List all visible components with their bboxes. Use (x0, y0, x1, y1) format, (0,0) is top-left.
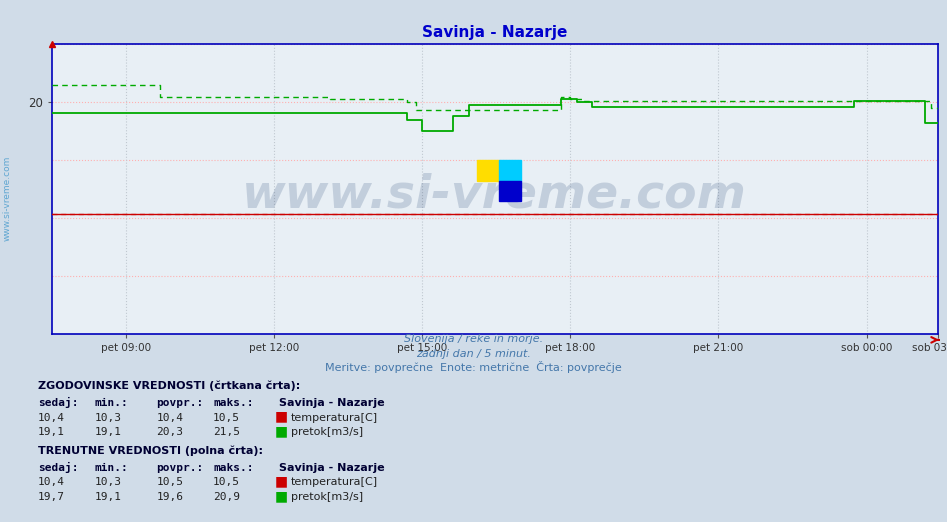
Text: povpr.:: povpr.: (156, 463, 204, 473)
Bar (499, 160, 522, 181)
Text: ■: ■ (275, 424, 288, 438)
Title: Savinja - Nazarje: Savinja - Nazarje (422, 26, 567, 40)
Bar (499, 181, 522, 201)
Text: Slovenija / reke in morje.: Slovenija / reke in morje. (404, 334, 543, 344)
Text: min.:: min.: (95, 463, 129, 473)
Text: sedaj:: sedaj: (38, 462, 79, 473)
Text: temperatura[C]: temperatura[C] (291, 478, 378, 488)
Text: 10,3: 10,3 (95, 478, 122, 488)
Text: 19,1: 19,1 (95, 492, 122, 502)
Text: 20,9: 20,9 (213, 492, 241, 502)
Text: 10,4: 10,4 (38, 478, 65, 488)
Text: ■: ■ (275, 474, 288, 489)
Text: 10,4: 10,4 (156, 413, 184, 423)
Text: ■: ■ (275, 489, 288, 503)
Text: www.si-vreme.com: www.si-vreme.com (242, 172, 747, 218)
Text: ZGODOVINSKE VREDNOSTI (črtkana črta):: ZGODOVINSKE VREDNOSTI (črtkana črta): (38, 381, 300, 391)
Text: zadnji dan / 5 minut.: zadnji dan / 5 minut. (416, 349, 531, 359)
Text: Meritve: povprečne  Enote: metrične  Črta: povprečje: Meritve: povprečne Enote: metrične Črta:… (325, 361, 622, 373)
Text: temperatura[C]: temperatura[C] (291, 413, 378, 423)
Text: 19,7: 19,7 (38, 492, 65, 502)
Bar (477, 160, 499, 181)
Text: 19,1: 19,1 (38, 428, 65, 437)
Text: Savinja - Nazarje: Savinja - Nazarje (279, 398, 385, 408)
Text: 10,5: 10,5 (213, 478, 241, 488)
Text: ■: ■ (275, 410, 288, 424)
Text: www.si-vreme.com: www.si-vreme.com (3, 156, 12, 241)
Text: Savinja - Nazarje: Savinja - Nazarje (279, 463, 385, 473)
Text: 10,5: 10,5 (156, 478, 184, 488)
Text: 21,5: 21,5 (213, 428, 241, 437)
Text: TRENUTNE VREDNOSTI (polna črta):: TRENUTNE VREDNOSTI (polna črta): (38, 445, 263, 456)
Text: 20,3: 20,3 (156, 428, 184, 437)
Text: pretok[m3/s]: pretok[m3/s] (291, 428, 363, 437)
Text: pretok[m3/s]: pretok[m3/s] (291, 492, 363, 502)
Text: 19,6: 19,6 (156, 492, 184, 502)
Text: sedaj:: sedaj: (38, 397, 79, 408)
Text: maks.:: maks.: (213, 463, 254, 473)
Text: povpr.:: povpr.: (156, 398, 204, 408)
Text: maks.:: maks.: (213, 398, 254, 408)
Text: 19,1: 19,1 (95, 428, 122, 437)
Text: 10,5: 10,5 (213, 413, 241, 423)
Text: 10,3: 10,3 (95, 413, 122, 423)
Text: 10,4: 10,4 (38, 413, 65, 423)
Text: min.:: min.: (95, 398, 129, 408)
